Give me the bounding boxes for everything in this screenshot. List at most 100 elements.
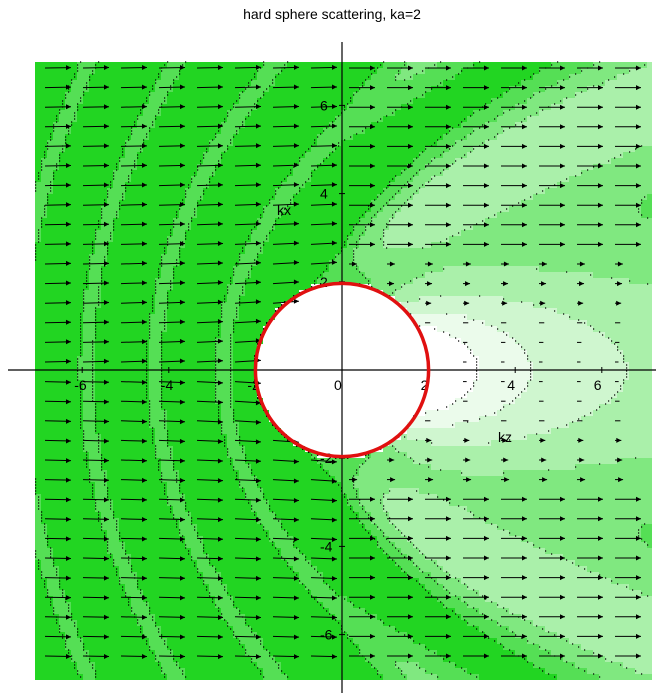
contour-cell <box>113 158 119 164</box>
contour-cell <box>161 110 167 116</box>
contour-cell <box>257 386 263 392</box>
contour-cell <box>77 596 83 602</box>
contour-cell <box>293 188 299 194</box>
contour-cell <box>89 290 95 296</box>
contour-cell <box>305 110 311 116</box>
contour-cell <box>197 200 203 206</box>
contour-cell <box>221 278 227 284</box>
contour-cell <box>155 536 161 542</box>
contour-cell <box>305 308 311 314</box>
contour-cell <box>323 224 329 230</box>
contour-cell <box>95 596 101 602</box>
contour-cell <box>263 140 269 146</box>
contour-cell <box>281 296 287 302</box>
contour-cell <box>125 272 131 278</box>
contour-cell <box>263 374 269 380</box>
contour-cell <box>113 266 119 272</box>
contour-cell <box>107 644 113 650</box>
contour-cell <box>209 518 215 524</box>
contour-cell <box>173 428 179 434</box>
contour-cell <box>173 278 179 284</box>
contour-cell <box>125 506 131 512</box>
contour-cell <box>305 344 311 350</box>
contour-cell <box>293 254 299 260</box>
contour-cell <box>143 236 149 242</box>
contour-cell <box>233 134 239 140</box>
contour-cell <box>197 506 203 512</box>
contour-cell <box>221 128 227 134</box>
contour-cell <box>251 470 257 476</box>
contour-cell <box>149 284 155 290</box>
contour-cell <box>35 674 41 680</box>
contour-cell <box>209 566 215 572</box>
contour-cell <box>323 116 329 122</box>
contour-cell <box>41 308 47 314</box>
contour-cell <box>149 542 155 548</box>
contour-cell <box>161 332 167 338</box>
contour-cell <box>41 98 47 104</box>
contour-cell <box>41 374 47 380</box>
contour-cell <box>47 530 53 536</box>
contour-cell <box>185 254 191 260</box>
contour-cell <box>209 308 215 314</box>
contour-cell <box>191 164 197 170</box>
contour-cell <box>89 80 95 86</box>
contour-cell <box>197 386 203 392</box>
contour-cell <box>269 62 275 68</box>
contour-cell <box>143 188 149 194</box>
contour-cell <box>77 626 83 632</box>
contour-cell <box>107 116 113 122</box>
contour-cell <box>185 638 191 644</box>
contour-cell <box>221 200 227 206</box>
contour-cell <box>35 242 41 248</box>
contour-cell <box>263 80 269 86</box>
contour-cell <box>95 68 101 74</box>
contour-cell <box>227 110 233 116</box>
contour-cell <box>191 374 197 380</box>
contour-cell <box>299 326 305 332</box>
contour-cell <box>167 404 173 410</box>
contour-cell <box>83 386 89 392</box>
contour-cell <box>209 92 215 98</box>
contour-cell <box>281 314 287 320</box>
contour-cell <box>245 62 251 68</box>
contour-cell <box>275 512 281 518</box>
contour-cell <box>227 248 233 254</box>
contour-cell <box>245 368 251 374</box>
contour-cell <box>179 296 185 302</box>
contour-cell <box>317 410 323 416</box>
contour-cell <box>41 170 47 176</box>
contour-cell <box>311 440 317 446</box>
contour-cell <box>185 170 191 176</box>
contour-cell <box>161 176 167 182</box>
contour-cell <box>323 374 329 380</box>
contour-cell <box>179 224 185 230</box>
contour-cell <box>77 572 83 578</box>
contour-cell <box>263 572 269 578</box>
contour-cell <box>65 158 71 164</box>
contour-cell <box>227 200 233 206</box>
contour-cell <box>293 674 299 680</box>
contour-cell <box>323 326 329 332</box>
contour-cell <box>239 218 245 224</box>
contour-cell <box>89 146 95 152</box>
contour-cell <box>155 86 161 92</box>
contour-cell <box>125 188 131 194</box>
contour-cell <box>65 230 71 236</box>
contour-cell <box>215 218 221 224</box>
contour-cell <box>143 422 149 428</box>
contour-cell <box>269 476 275 482</box>
contour-cell <box>131 368 137 374</box>
contour-cell <box>305 254 311 260</box>
contour-cell <box>35 104 41 110</box>
contour-cell <box>143 542 149 548</box>
contour-cell <box>137 212 143 218</box>
contour-cell <box>173 488 179 494</box>
contour-cell <box>161 560 167 566</box>
contour-cell <box>155 566 161 572</box>
contour-cell <box>293 170 299 176</box>
contour-cell <box>239 404 245 410</box>
contour-cell <box>275 266 281 272</box>
contour-cell <box>203 290 209 296</box>
contour-cell <box>179 92 185 98</box>
